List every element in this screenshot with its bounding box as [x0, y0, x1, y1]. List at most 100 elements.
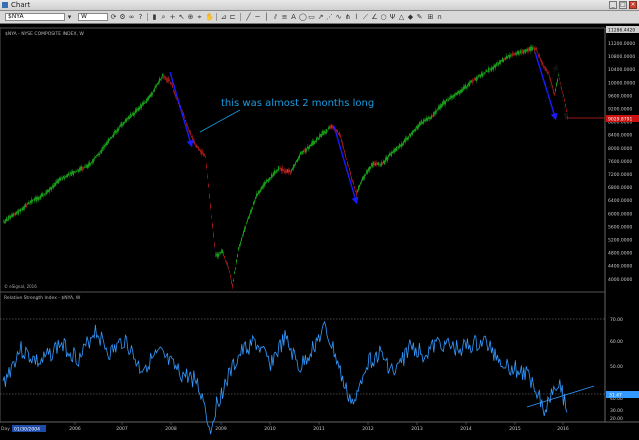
candle-body	[172, 84, 173, 88]
symbol-dropdown-icon[interactable]: ▾	[67, 13, 72, 21]
candle-body	[402, 143, 403, 146]
zoom-icon[interactable]: ⊕	[187, 13, 194, 21]
candle-body	[226, 261, 227, 264]
chart-area[interactable]: $NYA - NYSE COMPOSITE INDEX, W © eSignal…	[0, 24, 639, 436]
candle-body	[7, 219, 8, 221]
hline-icon[interactable]: ─	[255, 13, 260, 21]
ruler-icon[interactable]: ⊞	[427, 13, 434, 21]
candle-body	[477, 77, 478, 80]
angle-icon[interactable]: ∠	[371, 13, 378, 21]
candle-body	[330, 125, 331, 129]
cycle-icon[interactable]: ∿	[335, 13, 342, 21]
candle-body	[431, 115, 432, 119]
gann-icon[interactable]: ⋰	[326, 13, 333, 21]
candle-body	[557, 79, 558, 83]
annotation-pointer	[199, 109, 241, 133]
candle-body	[510, 54, 511, 57]
pointer-icon[interactable]: ↖	[178, 13, 185, 21]
candle-body	[70, 172, 71, 175]
candle-body	[300, 151, 301, 155]
candle-body	[500, 60, 501, 64]
candle-body	[90, 163, 91, 166]
candle-body	[434, 112, 435, 115]
candle-body	[48, 189, 49, 193]
candle-body	[452, 95, 453, 98]
candle-body	[123, 121, 124, 125]
candle-body	[489, 67, 490, 72]
candle-body	[373, 162, 374, 166]
candle-body	[408, 136, 409, 139]
rectangle-icon[interactable]: ▭	[308, 13, 315, 21]
erase-icon[interactable]: ✎	[416, 13, 423, 21]
candle-body	[567, 115, 568, 118]
candle-body	[541, 60, 542, 64]
text-tool-icon[interactable]: A	[291, 13, 296, 21]
top-readout-box	[606, 26, 639, 33]
price-tick-label: 4800.0000	[608, 251, 632, 257]
candle-body	[425, 119, 426, 122]
triangle-icon[interactable]: △	[398, 13, 405, 21]
arrow-tool-icon[interactable]: ↗	[317, 13, 324, 21]
candle-body	[437, 109, 438, 111]
candle-body	[368, 167, 369, 172]
candle-body	[454, 93, 455, 97]
cursor-icon[interactable]: ⌖	[197, 13, 202, 21]
candle-body	[492, 66, 493, 70]
candle-body	[436, 110, 437, 113]
candle-body	[485, 70, 486, 74]
candle-body	[553, 89, 554, 94]
close-button[interactable]: ×	[629, 1, 637, 9]
search-icon[interactable]: ⌕	[161, 13, 166, 21]
marker-icon[interactable]: ◆	[407, 13, 414, 21]
year-tick-label: 2007	[116, 426, 128, 432]
candle-body	[253, 201, 254, 206]
candle-body	[95, 156, 96, 158]
help-icon[interactable]: ?	[138, 13, 143, 21]
candle-body	[71, 172, 72, 176]
candle-body	[403, 141, 404, 146]
candle-body	[125, 118, 126, 123]
settings-icon[interactable]: ⚙	[119, 13, 126, 21]
candle-body	[469, 82, 470, 86]
pitchfork-icon[interactable]: Ψ	[389, 13, 396, 21]
candle-body	[118, 128, 119, 131]
toolbar-separator	[147, 13, 148, 21]
vline-icon[interactable]: │	[264, 13, 269, 21]
minimize-button[interactable]: _	[609, 1, 617, 9]
refresh-icon[interactable]: ⟳	[110, 13, 117, 21]
chart-canvas[interactable]: $NYA - NYSE COMPOSITE INDEX, W © eSignal…	[0, 24, 639, 436]
bracket-icon[interactable]: ⊏	[229, 13, 236, 21]
measure-icon[interactable]: ⊿	[220, 13, 227, 21]
candle-body	[112, 135, 113, 137]
link-icon[interactable]: ∞	[128, 13, 135, 21]
candle-body	[376, 162, 377, 165]
crosshair-icon[interactable]: +	[169, 13, 176, 21]
year-tick-label: 2008	[165, 426, 177, 432]
symbol-input[interactable]: $NYA	[5, 13, 65, 21]
fibonacci-icon[interactable]: ≡	[281, 13, 288, 21]
candle-body	[252, 207, 253, 210]
hand-icon[interactable]: ✋	[205, 13, 214, 21]
magnet-icon[interactable]: ∩	[436, 13, 443, 21]
maximize-button[interactable]: □	[619, 1, 627, 9]
ellipse-icon[interactable]: ◯	[299, 13, 307, 21]
rsi-trendline	[526, 385, 595, 408]
channel-icon[interactable]: ⫽	[273, 13, 278, 21]
candle-body	[475, 78, 476, 81]
interval-input[interactable]: W	[78, 13, 108, 21]
candle-body	[547, 71, 548, 74]
andrews-icon[interactable]: ⋔	[344, 13, 351, 21]
candle-body	[513, 53, 514, 56]
candle-body	[147, 97, 148, 101]
regression-icon[interactable]: ⌇	[354, 13, 359, 21]
rsi-axis: 70.00 60.00 50.00 40.00 30.00 20.00	[610, 317, 623, 422]
candle-body	[221, 250, 222, 253]
circle-icon[interactable]: ○	[380, 13, 387, 21]
candle-body	[153, 90, 154, 93]
trendline-icon[interactable]: ╱	[246, 13, 251, 21]
bar-style-icon[interactable]: ▮	[152, 13, 157, 21]
candle-body	[33, 199, 34, 201]
speed-line-icon[interactable]: ⟋	[363, 13, 368, 21]
price-tick-label: 7600.0000	[608, 159, 632, 165]
candle-body	[212, 223, 213, 228]
